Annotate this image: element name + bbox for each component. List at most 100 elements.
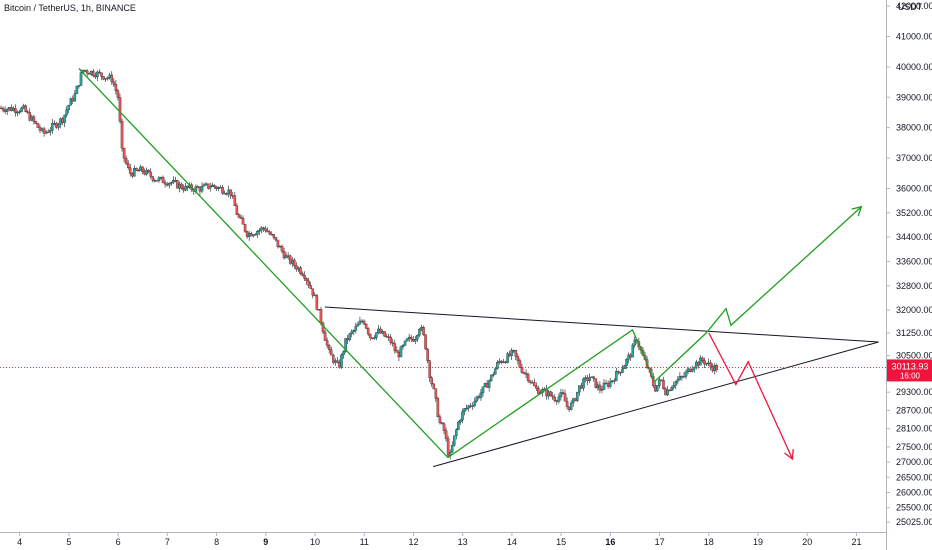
x-tick-label: 20 xyxy=(802,537,812,547)
candle-up xyxy=(602,382,606,390)
y-tick-label: 26500.00 xyxy=(896,472,932,482)
candle-up xyxy=(416,335,419,340)
candle-down xyxy=(163,182,167,185)
candle-down xyxy=(327,345,331,350)
candle-down xyxy=(412,339,415,342)
candle-down xyxy=(293,259,296,266)
candle-up xyxy=(600,389,604,391)
candle-up xyxy=(465,407,468,410)
y-tick-label: 26000.00 xyxy=(896,487,932,497)
x-tick-label: 10 xyxy=(310,537,320,547)
y-tick-label: 41000.00 xyxy=(896,31,932,41)
candle-down xyxy=(325,340,329,346)
x-tick-label: 13 xyxy=(458,537,468,547)
candle-up xyxy=(506,353,509,363)
candle-down xyxy=(393,343,397,351)
candle-down xyxy=(42,128,46,134)
candle-up xyxy=(455,429,458,436)
candle-down xyxy=(329,349,333,356)
candle-down xyxy=(436,398,440,417)
candle-down xyxy=(114,83,118,91)
candle-up xyxy=(453,435,456,446)
candle-down xyxy=(241,218,245,225)
candle-up xyxy=(202,184,206,187)
candle-up xyxy=(658,379,661,386)
candle-down xyxy=(323,331,327,341)
candle-down xyxy=(680,376,684,378)
candle-down xyxy=(92,70,95,76)
y-tick-label: 30500.00 xyxy=(896,351,932,361)
candle-up xyxy=(44,131,48,134)
candle-down xyxy=(116,90,120,98)
candle-up xyxy=(496,362,499,369)
candle-up xyxy=(75,86,79,94)
candle-up xyxy=(459,419,462,423)
candle-up xyxy=(481,386,485,394)
candle-up xyxy=(502,361,505,363)
candle-up xyxy=(656,385,659,392)
candle-down xyxy=(274,237,278,241)
candle-up xyxy=(473,400,477,406)
candle-down xyxy=(514,350,518,357)
y-tick-label: 37000.00 xyxy=(896,153,932,163)
candle-down xyxy=(110,74,114,83)
candle-down xyxy=(276,239,280,247)
candle-down xyxy=(299,267,302,274)
candle-down xyxy=(549,391,552,396)
y-tick-label: 40000.00 xyxy=(896,62,932,72)
candle-down xyxy=(383,331,386,337)
candle-down xyxy=(34,121,38,124)
x-tick-label: 7 xyxy=(165,537,170,547)
y-tick-label: 27000.00 xyxy=(896,457,932,467)
candle-down xyxy=(55,123,58,128)
candle-down xyxy=(143,171,146,175)
candle-down xyxy=(315,294,319,310)
y-tick-label: 36000.00 xyxy=(896,183,932,193)
candle-down xyxy=(701,357,704,361)
candle-up xyxy=(479,392,483,398)
candle-down xyxy=(10,107,13,111)
candle-up xyxy=(278,246,282,248)
candle-down xyxy=(438,416,442,423)
candle-up xyxy=(208,186,212,189)
candle-up xyxy=(483,383,487,387)
candle-down xyxy=(288,255,292,264)
candle-down xyxy=(528,380,532,383)
candle-down xyxy=(196,186,200,188)
candle-down xyxy=(518,360,522,368)
candle-down xyxy=(309,285,312,289)
candle-down xyxy=(233,195,237,206)
candle-up xyxy=(377,328,380,333)
candle-down xyxy=(533,382,536,387)
candle-down xyxy=(24,105,27,112)
candle-up xyxy=(7,107,11,110)
candle-up xyxy=(487,380,491,388)
candle-up xyxy=(145,169,148,175)
candle-down xyxy=(38,127,42,131)
candle-up xyxy=(247,233,251,237)
candle-down xyxy=(26,111,29,113)
candle-down xyxy=(613,380,616,382)
candle-up xyxy=(172,180,175,183)
candle-down xyxy=(71,98,75,102)
y-unit-label: USDT xyxy=(898,2,923,12)
candle-up xyxy=(582,378,585,389)
candle-up xyxy=(627,354,630,360)
candle-down xyxy=(161,176,165,184)
candle-down xyxy=(237,214,241,218)
candle-down xyxy=(176,180,179,189)
candle-up xyxy=(48,130,52,133)
candle-down xyxy=(149,171,152,177)
x-tick-label: 6 xyxy=(116,537,121,547)
candle-up xyxy=(498,360,501,363)
candle-up xyxy=(252,234,255,237)
candle-up xyxy=(170,182,173,184)
candle-down xyxy=(301,273,304,276)
y-tick-label: 31250.00 xyxy=(896,328,932,338)
x-tick-label: 9 xyxy=(263,537,268,547)
candle-down xyxy=(137,170,140,172)
candle-up xyxy=(461,411,464,421)
x-tick-label: 19 xyxy=(753,537,763,547)
candle-up xyxy=(625,359,628,366)
